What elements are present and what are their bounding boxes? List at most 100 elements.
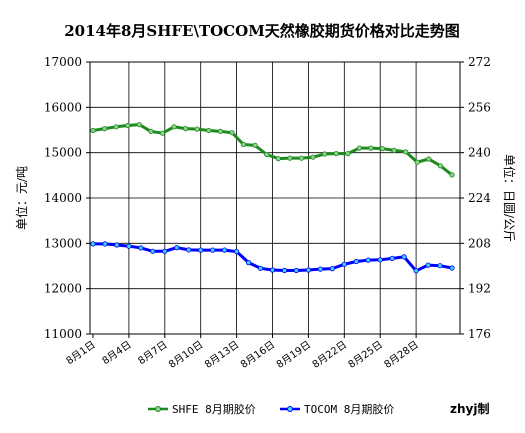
left-tick-label: 13000 [44, 236, 82, 250]
data-point [425, 262, 431, 268]
data-point [102, 241, 108, 247]
data-point [136, 122, 142, 128]
x-tick-label: 8月1日 [64, 339, 98, 368]
data-point [90, 127, 96, 134]
left-axis-label: 单位：元/吨 [14, 166, 29, 230]
data-point [102, 126, 108, 132]
left-tick-label: 12000 [44, 282, 82, 296]
data-point [198, 247, 204, 253]
left-tick-label: 11000 [44, 327, 82, 341]
data-point [293, 267, 299, 274]
data-point [162, 248, 168, 254]
data-point [159, 130, 166, 136]
data-point [305, 267, 311, 273]
data-point [125, 122, 131, 129]
legend-label-shfe: SHFE 8月期胶价 [172, 402, 256, 416]
data-point [437, 263, 443, 269]
data-point [329, 265, 335, 272]
data-point [365, 257, 371, 263]
data-point [234, 249, 240, 255]
data-point [333, 151, 339, 157]
x-tick-label: 8月4日 [100, 339, 134, 368]
right-axis-ticks: 176 192 208 224 240 256 272 [460, 55, 491, 341]
right-tick-label: 192 [468, 282, 491, 296]
data-point [368, 145, 374, 151]
data-point [138, 245, 144, 251]
data-point [353, 258, 359, 265]
data-point [426, 156, 432, 162]
data-point [321, 151, 328, 157]
data-point [148, 128, 154, 134]
left-tick-label: 14000 [44, 191, 82, 205]
data-point [403, 149, 409, 155]
legend-marker-shfe [155, 406, 161, 412]
gridlines [90, 62, 460, 334]
data-point [183, 126, 189, 132]
data-point [391, 147, 397, 153]
right-tick-label: 240 [468, 146, 491, 160]
legend-label-tocom: TOCOM 8月期胶价 [304, 402, 394, 416]
data-point [449, 265, 455, 271]
x-tick-label: 8月19日 [274, 339, 313, 371]
data-point [174, 245, 180, 251]
chart-title: 2014年8月SHFE\TOCOM天然橡胶期货价格对比走势图 [64, 22, 460, 40]
x-tick-label: 8月16日 [238, 339, 277, 371]
x-tick-label: 8月13日 [202, 339, 241, 371]
data-point [317, 266, 323, 272]
right-tick-label: 208 [468, 236, 491, 250]
series-layer [90, 122, 455, 274]
x-tick-label: 8月22日 [310, 339, 349, 371]
legend-marker-tocom [287, 406, 293, 412]
data-point [126, 243, 132, 249]
legend-item-shfe: SHFE 8月期胶价 [148, 402, 256, 416]
data-point [150, 248, 156, 254]
data-point [310, 154, 316, 160]
data-point [246, 259, 252, 266]
data-point [449, 172, 455, 178]
data-point [264, 151, 270, 158]
data-point [257, 265, 264, 271]
data-point [206, 127, 212, 134]
x-axis-ticks: 8月1日 8月4日 8月7日8月10日8月13日8月16日8月19日8月22日8月2… [64, 334, 421, 371]
data-point [298, 155, 305, 161]
credit-label: zhyj制 [450, 401, 489, 416]
data-point [194, 126, 200, 132]
right-tick-label: 272 [468, 55, 491, 69]
legend: SHFE 8月期胶价 TOCOM 8月期胶价 [148, 402, 394, 416]
series-tocom [90, 241, 455, 274]
left-axis-ticks: 11000 12000 13000 14000 15000 16000 17000 [44, 55, 90, 341]
x-tick-label: 8月10日 [167, 339, 206, 371]
data-point [413, 268, 419, 274]
data-point [341, 261, 347, 267]
data-point [437, 163, 443, 169]
right-axis-label: 单位：日圆/公斤 [502, 154, 517, 242]
data-point [356, 145, 362, 151]
data-point [186, 247, 192, 253]
x-tick-label: 8月7日 [136, 339, 170, 368]
data-point [113, 124, 119, 130]
data-point [90, 241, 96, 247]
right-tick-label: 224 [468, 191, 491, 205]
data-point [229, 130, 235, 136]
x-tick-label: 8月25日 [346, 339, 385, 371]
left-tick-label: 15000 [44, 146, 82, 160]
data-point [217, 128, 223, 134]
data-point [269, 267, 276, 273]
data-point [222, 247, 228, 253]
data-point [287, 155, 293, 161]
data-point [379, 146, 386, 152]
left-tick-label: 16000 [44, 100, 82, 114]
right-tick-label: 176 [468, 327, 491, 341]
data-point [401, 254, 407, 260]
data-point [252, 142, 258, 148]
data-point [281, 267, 288, 274]
series-shfe [90, 122, 455, 178]
data-point [114, 242, 120, 248]
data-point [210, 247, 216, 253]
left-tick-label: 17000 [44, 55, 82, 69]
data-point [240, 141, 247, 148]
data-point [389, 255, 395, 261]
x-tick-label: 8月28日 [382, 339, 421, 371]
data-point [345, 151, 351, 157]
